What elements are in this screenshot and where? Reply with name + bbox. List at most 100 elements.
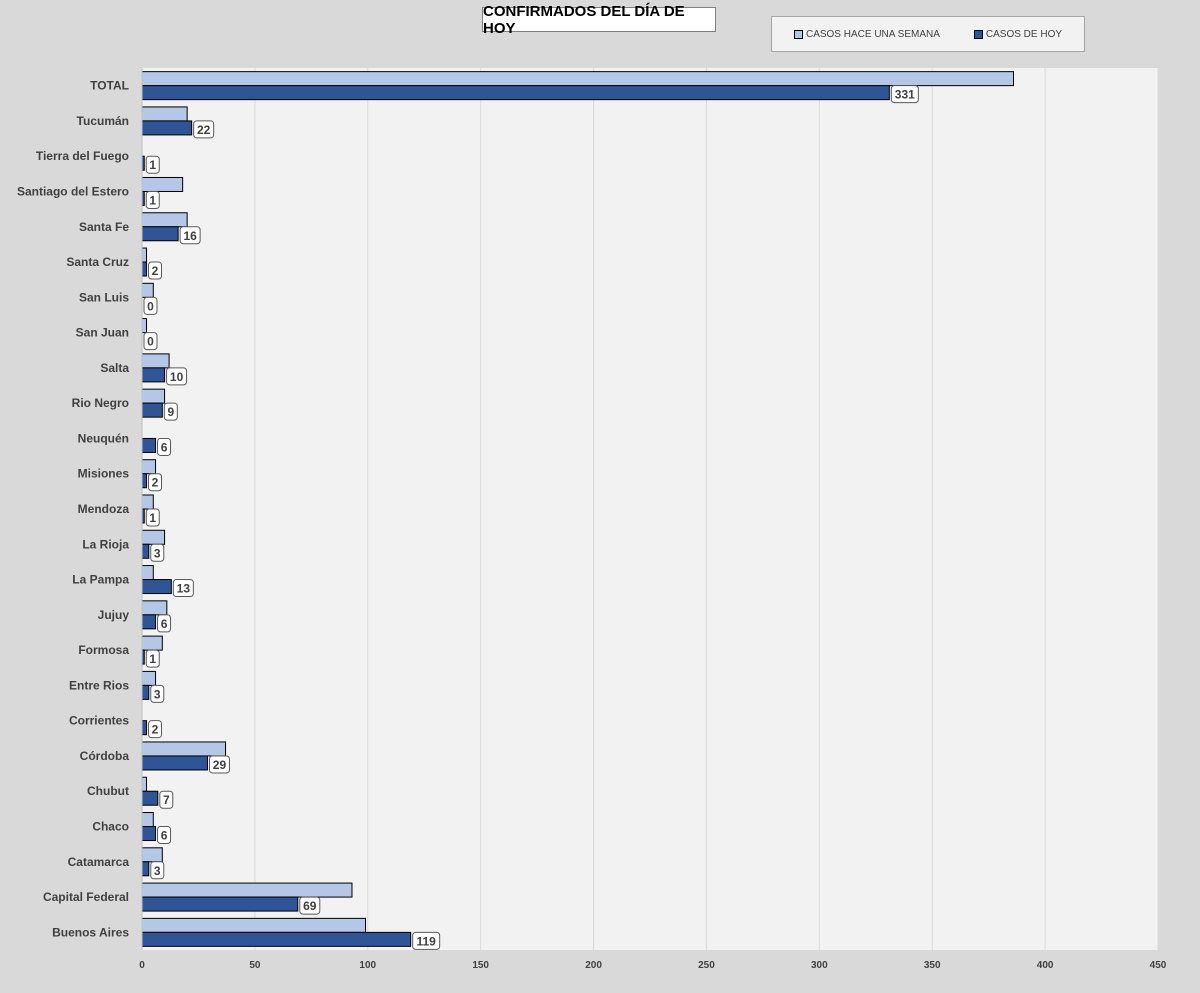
category-label-chubut: Chubut <box>87 784 129 798</box>
legend-item-today: CASOS DE HOY <box>973 28 1063 40</box>
data-label-catamarca: 3 <box>154 864 161 878</box>
bar-today-chubut <box>141 790 159 806</box>
data-label-salta: 10 <box>170 370 184 384</box>
category-label-tierra-del-fuego: Tierra del Fuego <box>36 149 129 163</box>
data-label-misiones: 2 <box>152 476 159 490</box>
legend-label-today: CASOS DE HOY <box>985 28 1063 40</box>
data-label-box-san-luis <box>143 296 158 315</box>
data-label-box-rio-negro <box>163 402 178 421</box>
legend-swatch-today <box>973 29 983 39</box>
bar-week-ago-santa-fe <box>141 212 188 228</box>
bar-today-jujuy <box>141 614 157 630</box>
data-label-box-catamarca <box>150 861 165 880</box>
category-label-neuquen: Neuquén <box>78 431 129 445</box>
category-label-jujuy: Jujuy <box>98 608 130 622</box>
bar-today-total <box>141 85 890 101</box>
data-label-box-santa-fe <box>179 226 201 245</box>
bar-today-rio-negro <box>141 402 163 418</box>
bar-today-tucuman <box>141 120 193 136</box>
bar-week-ago-capital-federal <box>141 882 353 898</box>
data-label-tierra-del-fuego: 1 <box>149 158 156 172</box>
bar-today-la-pampa <box>141 579 172 595</box>
category-label-total: TOTAL <box>90 79 129 93</box>
category-label-capital-federal: Capital Federal <box>43 890 129 904</box>
bar-today-salta <box>141 367 166 383</box>
data-label-box-misiones <box>148 473 163 492</box>
data-label-box-formosa <box>145 649 160 668</box>
category-label-salta: Salta <box>100 361 129 375</box>
data-label-tucuman: 22 <box>197 123 211 137</box>
data-label-box-chubut <box>159 790 174 809</box>
bar-today-la-rioja <box>141 543 150 559</box>
data-label-box-tucuman <box>193 120 215 139</box>
data-label-capital-federal: 69 <box>303 899 317 913</box>
category-label-entre-rios: Entre Rios <box>69 678 129 692</box>
bar-week-ago-cordoba <box>141 741 227 757</box>
category-label-cordoba: Córdoba <box>80 749 130 763</box>
data-label-box-san-juan <box>143 332 158 351</box>
category-label-catamarca: Catamarca <box>68 855 130 869</box>
bar-today-chaco <box>141 826 157 842</box>
bar-week-ago-san-juan <box>141 318 148 334</box>
data-label-box-santiago-del-estero <box>145 190 160 209</box>
category-label-tucuman: Tucumán <box>77 114 129 128</box>
category-label-la-rioja: La Rioja <box>82 537 129 551</box>
bar-today-cordoba <box>141 755 208 771</box>
legend-swatch-week-ago <box>793 29 803 39</box>
data-label-box-la-pampa <box>172 579 194 598</box>
x-tick-label: 400 <box>1037 960 1054 971</box>
data-label-box-total <box>890 85 919 104</box>
bar-today-buenos-aires <box>141 931 412 947</box>
data-label-box-cordoba <box>208 755 230 774</box>
category-label-corrientes: Corrientes <box>69 714 129 728</box>
data-label-chubut: 7 <box>163 793 170 807</box>
x-tick-label: 450 <box>1150 960 1167 971</box>
bar-week-ago-santa-cruz <box>141 247 148 263</box>
bar-week-ago-buenos-aires <box>141 917 367 933</box>
data-label-box-buenos-aires <box>412 931 441 950</box>
data-label-box-mendoza <box>145 508 160 527</box>
x-tick-label: 300 <box>811 960 828 971</box>
bar-week-ago-rio-negro <box>141 388 166 404</box>
category-label-santiago-del-estero: Santiago del Estero <box>17 184 129 198</box>
bar-week-ago-chaco <box>141 812 154 828</box>
data-label-san-luis: 0 <box>147 299 154 313</box>
bar-week-ago-chubut <box>141 776 148 792</box>
plot-area <box>142 68 1158 950</box>
chart-legend: CASOS HACE UNA SEMANA CASOS DE HOY <box>771 16 1085 52</box>
data-label-la-pampa: 13 <box>177 582 191 596</box>
bar-today-entre-rios <box>141 684 150 700</box>
data-label-mendoza: 1 <box>149 511 156 525</box>
data-label-box-salta <box>166 367 188 386</box>
data-label-la-rioja: 3 <box>154 546 161 560</box>
category-label-san-luis: San Luis <box>79 290 129 304</box>
data-label-san-juan: 0 <box>147 335 154 349</box>
bar-today-santa-cruz <box>141 261 148 277</box>
x-tick-label: 250 <box>698 960 715 971</box>
bar-week-ago-santiago-del-estero <box>141 176 184 192</box>
x-tick-label: 100 <box>359 960 376 971</box>
category-label-la-pampa: La Pampa <box>72 573 129 587</box>
bar-week-ago-total <box>141 71 1015 87</box>
bar-week-ago-tucuman <box>141 106 188 122</box>
data-label-jujuy: 6 <box>161 617 168 631</box>
data-label-box-santa-cruz <box>148 261 163 280</box>
data-label-box-la-rioja <box>150 543 165 562</box>
bar-today-santa-fe <box>141 226 179 242</box>
category-label-mendoza: Mendoza <box>78 502 130 516</box>
bar-today-neuquen <box>141 437 157 453</box>
data-label-formosa: 1 <box>149 652 156 666</box>
bar-week-ago-entre-rios <box>141 670 157 686</box>
category-label-san-juan: San Juan <box>76 326 129 340</box>
bar-today-corrientes <box>141 720 148 736</box>
bar-week-ago-formosa <box>141 635 163 651</box>
bar-week-ago-catamarca <box>141 847 163 863</box>
bar-today-catamarca <box>141 861 150 877</box>
bar-week-ago-mendoza <box>141 494 154 510</box>
data-label-corrientes: 2 <box>152 723 159 737</box>
x-tick-label: 50 <box>249 960 261 971</box>
bar-today-capital-federal <box>141 896 299 912</box>
data-label-chaco: 6 <box>161 829 168 843</box>
